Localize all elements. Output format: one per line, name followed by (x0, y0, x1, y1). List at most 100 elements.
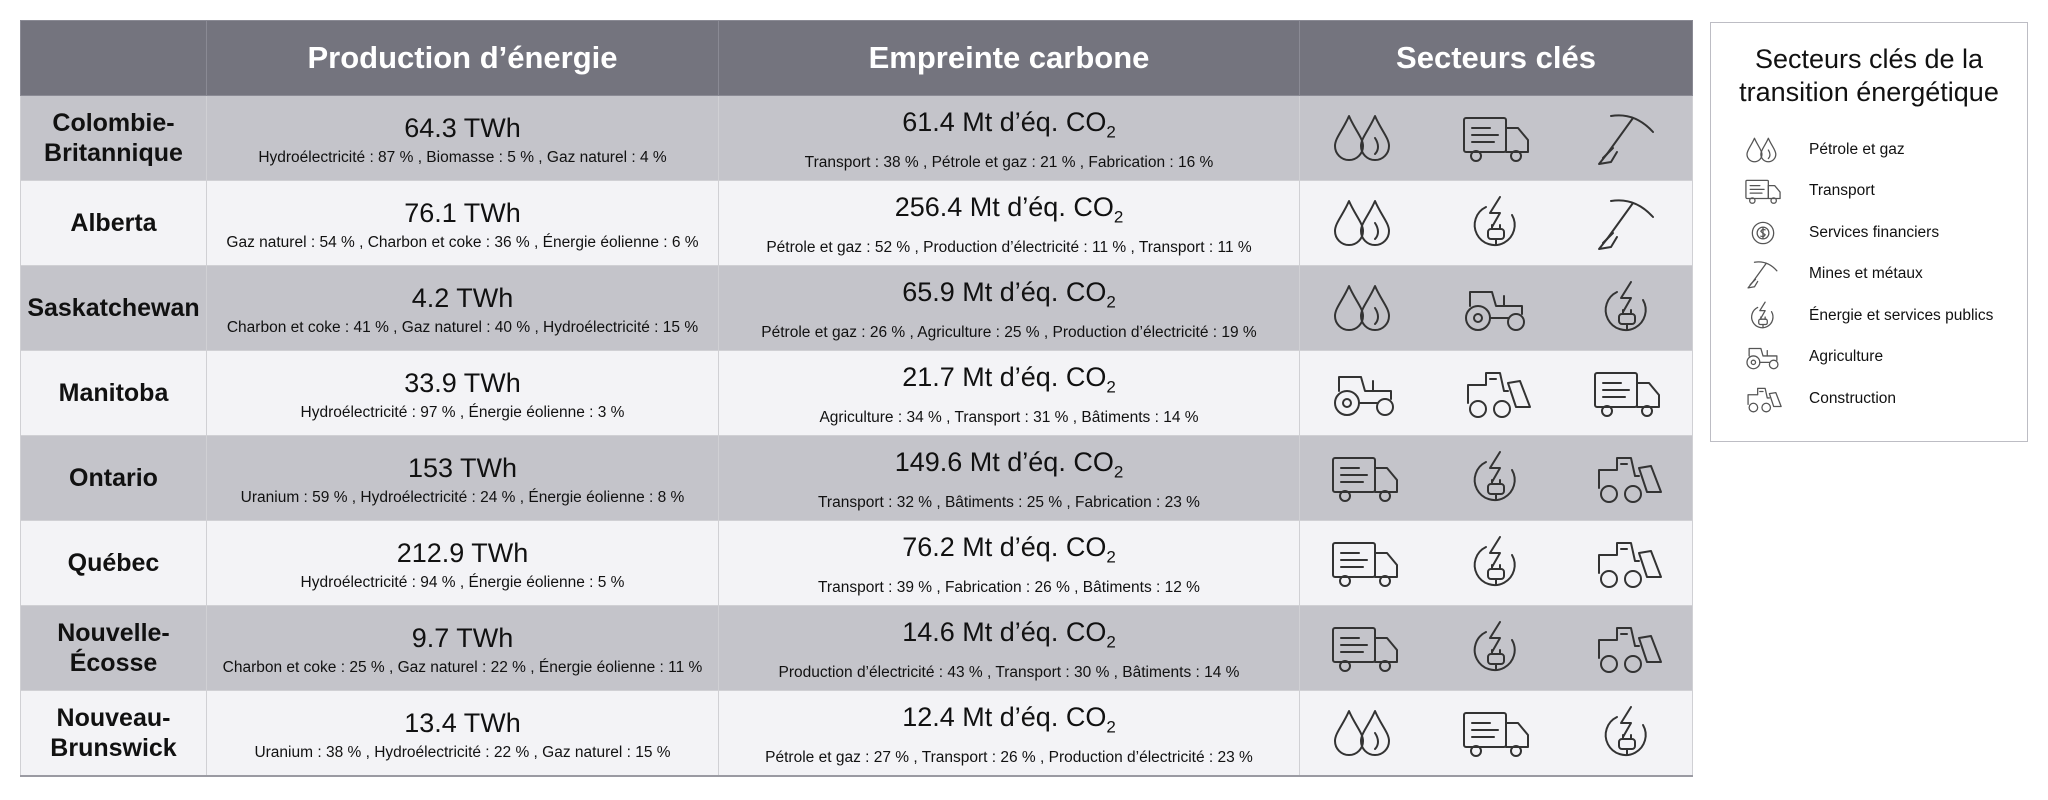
carbon-breakdown: Transport : 39 % , Fabrication : 26 % , … (818, 578, 1200, 596)
co2-subscript: 2 (1106, 632, 1116, 652)
production-breakdown: Hydroélectricité : 87 % , Biomasse : 5 %… (258, 148, 667, 166)
sector-icons-cell (1299, 95, 1693, 181)
agriculture-tractor-icon (1743, 341, 1783, 373)
production-breakdown: Charbon et coke : 41 % , Gaz naturel : 4… (226, 318, 699, 336)
legend-label: Services financiers (1809, 223, 1940, 241)
production-cell: 9.7 TWh Charbon et coke : 25 % , Gaz natu… (206, 605, 719, 691)
sector-icon-row (1300, 181, 1692, 265)
header-production: Production d’énergie (206, 20, 719, 96)
production-cell: 153 TWh Uranium : 59 % , Hydroélectricité… (206, 435, 719, 521)
construction-loader-icon (1591, 618, 1663, 678)
sector-icons-cell (1299, 435, 1693, 521)
energy-utilities-icon (1460, 193, 1532, 253)
carbon-cell: 149.6 Mt d’éq. CO2 Transport : 32 % , Bât… (718, 435, 1300, 521)
legend-label: Construction (1809, 389, 1897, 407)
oil-gas-icon (1329, 108, 1401, 168)
oil-gas-icon (1329, 278, 1401, 338)
production-breakdown: Gaz naturel : 54 % , Charbon et coke : 3… (226, 233, 699, 251)
province-name: Manitoba (20, 350, 207, 436)
production-cell: 13.4 TWh Uranium : 38 % , Hydroélectricit… (206, 690, 719, 777)
carbon-space (962, 192, 970, 222)
carbon-cell: 21.7 Mt d’éq. CO2 Agriculture : 34 % , Tr… (718, 350, 1300, 436)
construction-loader-icon (1591, 533, 1663, 593)
header-sectors: Secteurs clés (1299, 20, 1693, 96)
legend-label: Énergie et services publics (1809, 306, 1994, 324)
sector-icons-cell (1299, 605, 1693, 691)
province-name: Nouveau-Brunswick (20, 690, 207, 777)
production-value: 64.3 TWh (404, 112, 521, 143)
legend-title: Secteurs clés de la transition énergétiq… (1739, 44, 1999, 107)
legend-list: Pétrole et gaz Transport Services financie… (1711, 129, 2027, 420)
carbon-unit: Mt d’éq. CO (962, 107, 1107, 138)
carbon-unit: Mt d’éq. CO (962, 617, 1107, 648)
table-row: Ontario 153 TWh Uranium : 59 % , Hydroélec… (20, 435, 1693, 521)
production-value: 33.9 TWh (404, 367, 521, 398)
carbon-cell: 256.4 Mt d’éq. CO2 Pétrole et gaz : 52 % … (718, 180, 1300, 266)
carbon-breakdown: Pétrole et gaz : 52 % , Production d’éle… (766, 238, 1252, 256)
transport-truck-icon (1329, 618, 1401, 678)
province-name: Colombie-Britannique (20, 95, 207, 181)
transport-truck-icon (1743, 175, 1783, 207)
carbon-space (962, 447, 970, 477)
carbon-unit: Mt d’éq. CO (969, 447, 1114, 478)
construction-loader-icon (1591, 448, 1663, 508)
energy-utilities-icon (1591, 278, 1663, 338)
energy-utilities-icon (1743, 300, 1783, 332)
transport-truck-icon (1591, 363, 1663, 423)
production-value: 153 TWh (407, 452, 518, 483)
mining-pickaxe-icon (1743, 258, 1783, 290)
carbon-cell: 65.9 Mt d’éq. CO2 Pétrole et gaz : 26 % ,… (718, 265, 1300, 351)
energy-utilities-icon (1460, 448, 1532, 508)
sector-icon-row (1300, 96, 1692, 180)
carbon-unit: Mt d’éq. CO (962, 702, 1107, 733)
production-breakdown: Hydroélectricité : 97 % , Énergie éolien… (300, 403, 625, 421)
carbon-breakdown: Pétrole et gaz : 26 % , Agriculture : 25… (761, 323, 1257, 341)
carbon-cell: 76.2 Mt d’éq. CO2 Transport : 39 % , Fabr… (718, 520, 1300, 606)
table-row: Nouvelle-Écosse 9.7 TWh Charbon et coke : … (20, 605, 1693, 691)
carbon-value: 76.2 Mt d’éq. CO2 (719, 531, 1299, 573)
mining-pickaxe-icon (1591, 108, 1663, 168)
production-breakdown: Hydroélectricité : 94 % , Énergie éolien… (300, 573, 625, 591)
agriculture-tractor-icon (1329, 363, 1401, 423)
province-name: Nouvelle-Écosse (20, 605, 207, 691)
legend-panel: Secteurs clés de la transition énergétiq… (1710, 22, 2028, 442)
sector-icons-cell (1299, 180, 1693, 266)
header-carbon: Empreinte carbone (718, 20, 1300, 96)
table-row: Nouveau-Brunswick 13.4 TWh Uranium : 38 % … (20, 690, 1693, 777)
sector-icons-cell (1299, 520, 1693, 606)
table-header-row: Production d’énergie Empreinte carbone S… (20, 20, 1693, 96)
production-cell: 33.9 TWh Hydroélectricité : 97 % , Énergi… (206, 350, 719, 436)
production-breakdown: Uranium : 59 % , Hydroélectricité : 24 %… (240, 488, 685, 506)
energy-table: Production d’énergie Empreinte carbone S… (20, 20, 1693, 777)
carbon-unit: Mt d’éq. CO (962, 362, 1107, 393)
table-row: Manitoba 33.9 TWh Hydroélectricité : 97 % … (20, 350, 1693, 436)
carbon-breakdown: Pétrole et gaz : 27 % , Transport : 26 %… (765, 748, 1253, 766)
table-body: Colombie-Britannique 64.3 TWh Hydroélectri… (20, 95, 1693, 777)
legend-label: Pétrole et gaz (1809, 140, 1905, 158)
legend-item: Mines et métaux (1711, 254, 2027, 296)
legend-label: Transport (1809, 182, 1875, 200)
sector-icons-cell (1299, 265, 1693, 351)
sector-icon-row (1300, 436, 1692, 520)
carbon-unit: Mt d’éq. CO (962, 532, 1107, 563)
production-breakdown: Uranium : 38 % , Hydroélectricité : 22 %… (254, 743, 671, 761)
co2-subscript: 2 (1106, 547, 1116, 567)
carbon-breakdown: Agriculture : 34 % , Transport : 31 % , … (819, 408, 1199, 426)
carbon-value: 21.7 Mt d’éq. CO2 (719, 361, 1299, 403)
carbon-cell: 14.6 Mt d’éq. CO2 Production d’électricit… (718, 605, 1300, 691)
transport-truck-icon (1460, 108, 1532, 168)
carbon-number: 76.2 (902, 532, 955, 563)
legend-label: Agriculture (1809, 348, 1884, 366)
co2-subscript: 2 (1106, 292, 1116, 312)
sector-icon-row (1300, 521, 1692, 605)
co2-subscript: 2 (1106, 377, 1116, 397)
production-value: 76.1 TWh (404, 197, 521, 228)
table-row: Saskatchewan 4.2 TWh Charbon et coke : 41 … (20, 265, 1693, 351)
sector-icon-row (1300, 691, 1692, 775)
carbon-number: 256.4 (894, 192, 963, 223)
carbon-unit: Mt d’éq. CO (969, 192, 1114, 223)
sector-icon-row (1300, 351, 1692, 435)
production-value: 212.9 TWh (396, 537, 529, 568)
legend-label: Mines et métaux (1809, 265, 1923, 283)
carbon-value: 65.9 Mt d’éq. CO2 (719, 276, 1299, 318)
